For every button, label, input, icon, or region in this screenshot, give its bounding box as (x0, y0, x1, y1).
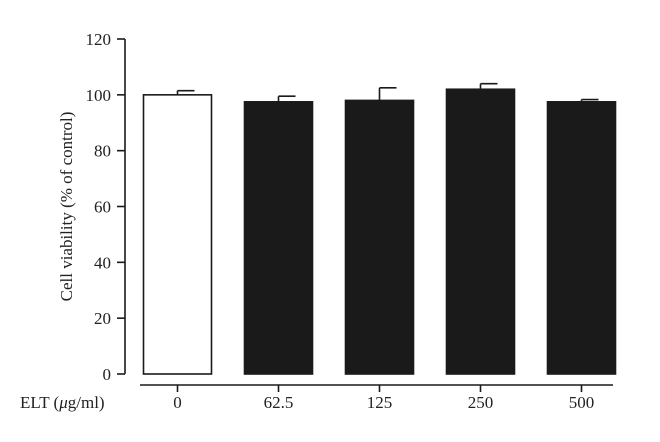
y-tick-label: 60 (94, 198, 111, 217)
x-axis-label: ELT (μg/ml) (20, 393, 105, 412)
x-axis-label-mu: μ (58, 393, 68, 412)
bar-500 (546, 101, 617, 375)
plot-area (142, 82, 617, 375)
x-axis: 0 62.5 125 250 500 (140, 384, 613, 412)
bar-250 (445, 88, 516, 375)
y-axis: 0 20 40 60 80 100 120 (86, 30, 126, 384)
bar-62.5 (243, 101, 314, 375)
x-axis-label-prefix: ELT ( (20, 393, 60, 412)
y-axis-label: Cell viability (% of control) (57, 112, 76, 302)
y-tick-label: 100 (86, 86, 112, 105)
bar-0 (142, 94, 213, 375)
y-tick-label: 120 (86, 30, 112, 49)
y-tick-label: 40 (94, 253, 111, 272)
y-tick-label: 0 (103, 365, 112, 384)
x-tick-label: 250 (468, 393, 494, 412)
x-tick-label: 62.5 (264, 393, 294, 412)
y-tick-label: 80 (94, 142, 111, 161)
bar-125 (344, 99, 415, 375)
x-tick-label: 500 (569, 393, 595, 412)
x-tick-label: 125 (367, 393, 393, 412)
x-axis-label-unit: g/ml) (68, 393, 105, 412)
x-tick-label: 0 (173, 393, 182, 412)
y-tick-label: 20 (94, 309, 111, 328)
